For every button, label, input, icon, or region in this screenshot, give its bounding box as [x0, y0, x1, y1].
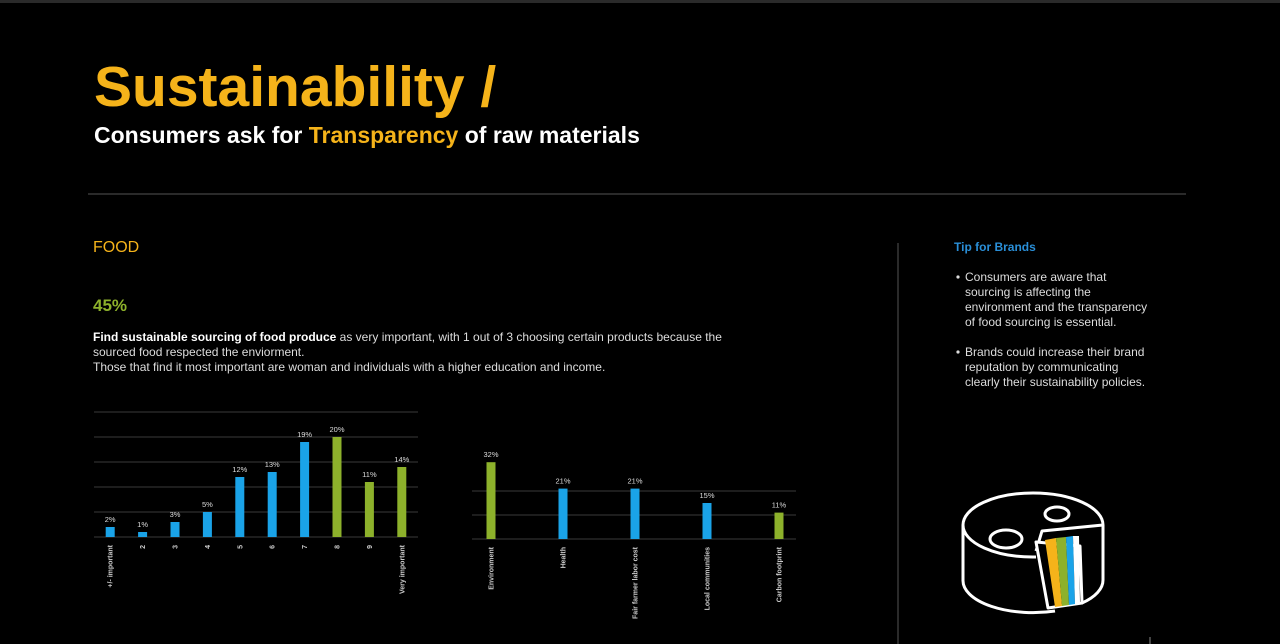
value-label: 13% — [265, 460, 280, 469]
value-label: 15% — [699, 491, 714, 500]
title: Sustainability / — [94, 55, 496, 119]
x-tick-label: 2 — [140, 545, 147, 549]
value-label: 1% — [137, 520, 148, 529]
subtitle-highlight: Transparency — [309, 122, 459, 148]
paragraph-line: Those that find it most important are wo… — [93, 360, 605, 374]
paragraph-line: Find sustainable sourcing of food produc… — [93, 330, 722, 344]
section-label: FOOD — [93, 239, 139, 256]
tip-text: environment and the transparency — [965, 300, 1147, 314]
x-tick-label: Fair farmer labor cost — [633, 546, 640, 619]
x-tick-label: 4 — [205, 545, 212, 549]
value-label: 12% — [232, 465, 247, 474]
tip-title: Tip for Brands — [954, 240, 1036, 254]
x-tick-label: 9 — [367, 545, 374, 549]
bar — [170, 522, 180, 537]
tip-text: sourcing is affecting the — [965, 285, 1091, 299]
tip-text: reputation by communicating — [965, 360, 1118, 374]
value-label: 20% — [329, 425, 344, 434]
paragraph-bold: Find sustainable sourcing of food produc… — [93, 330, 337, 344]
x-tick-label: Local communities — [705, 547, 712, 611]
tip-text: Consumers are aware that — [965, 270, 1107, 284]
cheese-icon — [961, 491, 1105, 615]
value-label: 32% — [483, 450, 498, 459]
value-label: 3% — [170, 510, 181, 519]
top-border — [0, 0, 1280, 3]
bullet-dot — [956, 275, 960, 279]
x-tick-label: Carbon footprint — [777, 546, 784, 602]
bar — [774, 512, 784, 539]
bar — [267, 472, 277, 537]
x-tick-label: 3 — [173, 545, 180, 549]
value-label: 21% — [627, 477, 642, 486]
x-tick-label: 8 — [335, 545, 342, 549]
charts: 2% +/- important 1% 2 3% 3 5% 4 12% 5 13% 6 19% 7 20% 8… — [94, 411, 796, 619]
value-label: 19% — [297, 430, 312, 439]
x-tick-label: Environment — [489, 546, 496, 589]
value-label: 2% — [105, 515, 116, 524]
x-tick-label: Health — [561, 547, 568, 568]
paragraph-line: sourced food respected the enviorment. — [93, 345, 304, 359]
value-label: 11% — [772, 501, 787, 510]
subtitle-part: of raw materials — [458, 122, 640, 148]
x-tick-label: 5 — [237, 545, 244, 549]
value-label: 11% — [362, 470, 377, 479]
subtitle: Consumers ask for Transparency of raw ma… — [94, 122, 640, 148]
bar — [300, 442, 310, 537]
tip-text: of food sourcing is essential. — [965, 315, 1116, 329]
subtitle-part: Consumers ask for — [94, 122, 309, 148]
paragraph-text: as very important, with 1 out of 3 choos… — [336, 330, 722, 344]
bar — [332, 437, 342, 537]
value-label: 21% — [555, 477, 570, 486]
bar — [558, 488, 568, 539]
bar — [397, 467, 407, 537]
bar — [202, 512, 212, 537]
bar — [235, 477, 245, 537]
bar — [105, 527, 115, 537]
value-label: 14% — [394, 455, 409, 464]
tip-text: clearly their sustainability policies. — [965, 375, 1145, 389]
tip-text: Brands could increase their brand — [965, 345, 1144, 359]
x-tick-label: 7 — [302, 545, 309, 549]
bar — [138, 532, 148, 537]
bullet-dot — [956, 350, 960, 354]
x-tick-label: Very important — [399, 544, 406, 594]
bar — [702, 503, 712, 539]
x-tick-label: +/- important — [108, 544, 115, 587]
bar — [486, 462, 496, 539]
bar — [364, 482, 374, 537]
stat: 45% — [93, 296, 127, 315]
bar — [630, 488, 640, 539]
x-tick-label: 6 — [270, 545, 277, 549]
value-label: 5% — [202, 500, 213, 509]
